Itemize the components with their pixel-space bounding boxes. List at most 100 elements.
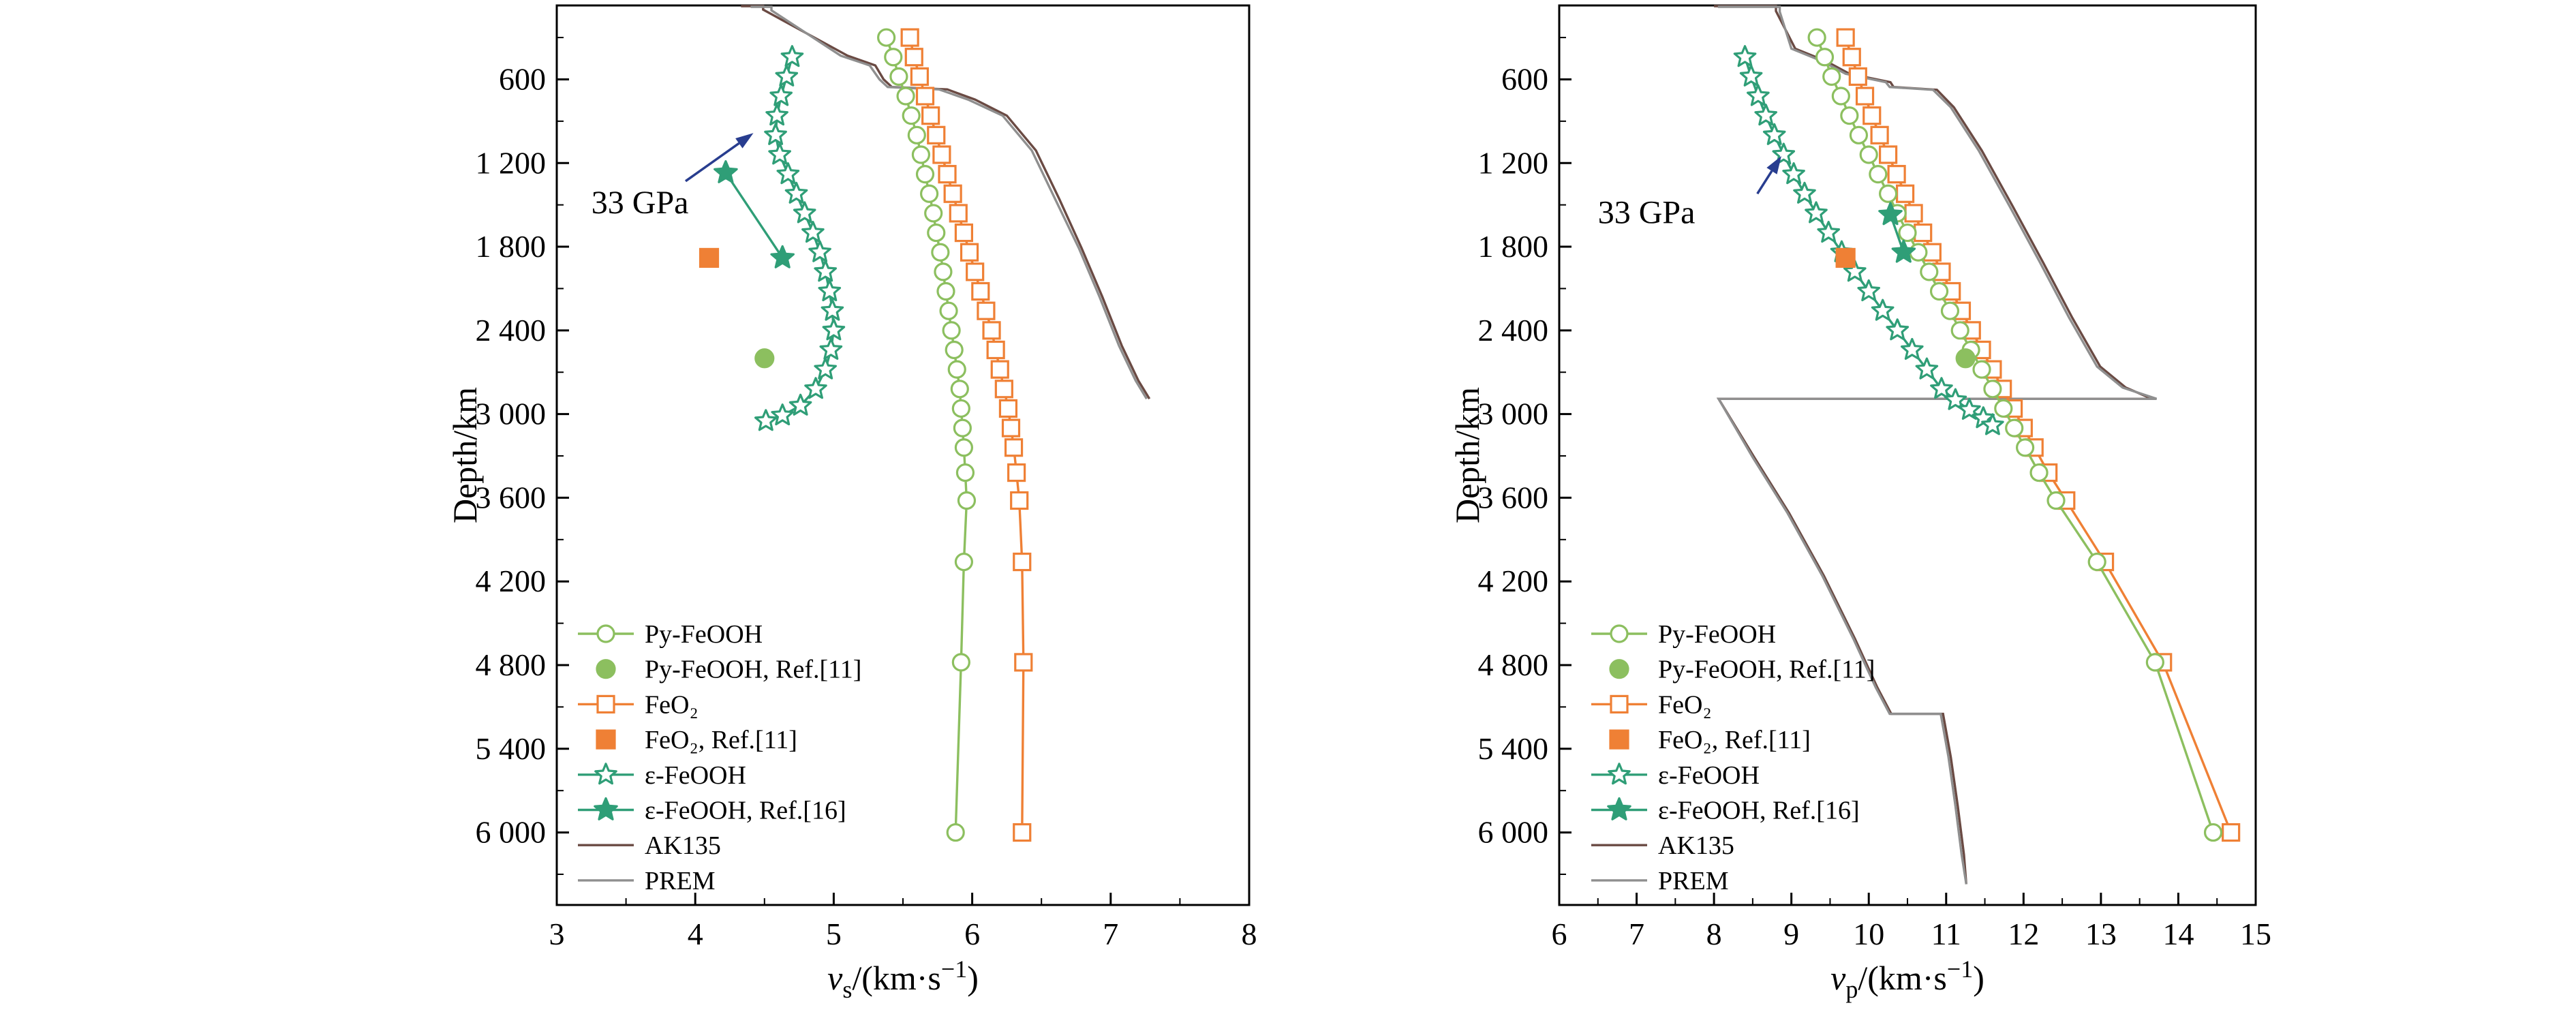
legend-label: Py-FeOOH: [1658, 620, 1776, 649]
legend-item-eps: ε-FeOOH: [1591, 761, 1760, 790]
marker-square-open: [977, 301, 996, 320]
y-tick-label: 5 400: [1478, 731, 1549, 766]
series-prem: [1716, 5, 2158, 885]
marker-circle-open: [954, 438, 974, 457]
marker-circle-open: [1920, 262, 1939, 281]
y-tick-label: 4 800: [1478, 647, 1549, 682]
marker-square-open: [1862, 106, 1882, 125]
marker-circle-open: [907, 125, 926, 144]
marker-circle-open: [2005, 418, 2024, 437]
legend-item-py: Py-FeOOH: [1591, 620, 1776, 649]
panel-vs: 3 4 5 6 7 8 600 1 200 1 800 2 400 3 000 3 600 4 200 4…: [446, 4, 1257, 1003]
marker-star-filled: [1891, 239, 1916, 263]
marker-star-open: [814, 357, 837, 380]
series-py: [1807, 28, 2223, 842]
marker-circle-open: [1610, 624, 1629, 643]
legend-label: AK135: [1658, 831, 1734, 860]
y-tick-label: 6 000: [476, 815, 547, 850]
x-tick-label: 6: [1552, 917, 1567, 951]
marker-circle-open: [1994, 399, 2013, 418]
x-tick-label: 7: [1103, 917, 1118, 951]
marker-square-open: [966, 262, 985, 281]
y-tick-label: 1 200: [476, 145, 547, 180]
marker-square-open: [1842, 48, 1861, 67]
marker-circle-open: [947, 360, 966, 379]
x-tick-label: 6: [964, 917, 980, 951]
marker-square-open: [971, 281, 990, 301]
marker-star-open: [769, 84, 793, 106]
marker-star-open: [808, 240, 831, 262]
marker-star-open: [776, 162, 800, 185]
marker-circle-filled: [754, 348, 775, 369]
marker-square-open: [1904, 204, 1923, 223]
x-tick-label: 3: [549, 917, 565, 951]
y-tick-label: 3 600: [476, 480, 547, 514]
marker-square-open: [927, 125, 946, 144]
marker-star-open: [784, 181, 808, 204]
marker-star-open: [1739, 64, 1763, 87]
marker-circle-open: [1898, 223, 1917, 243]
y-tick-label: 6 000: [1478, 815, 1549, 850]
marker-square-open: [1887, 165, 1906, 184]
marker-star-open: [1843, 260, 1867, 282]
marker-square-open: [910, 67, 929, 86]
x-tick-label: 5: [826, 917, 842, 951]
x-tick-label: 10: [1853, 917, 1884, 951]
series-feo2ref: [1835, 247, 1856, 268]
y-tick-label: 2 400: [1478, 313, 1549, 348]
marker-circle-open: [877, 28, 896, 47]
legend-label: FeO₂: [1658, 690, 1712, 719]
legend-item-ak135: AK135: [578, 831, 721, 860]
marker-circle-open: [931, 243, 950, 262]
marker-circle-open: [2145, 653, 2164, 672]
marker-circle-open: [911, 145, 931, 164]
marker-circle-open: [896, 87, 915, 106]
legend-item-prem: PREM: [1591, 867, 1728, 895]
legend-label: FeO₂: [645, 690, 699, 719]
annotation-text: 33 GPa: [592, 185, 689, 221]
legend-label: Py-FeOOH, Ref.[11]: [645, 656, 861, 684]
marker-star-filled: [770, 245, 795, 268]
marker-square-open: [998, 399, 1018, 418]
marker-star-open: [775, 64, 799, 87]
legend-item-feo2: FeO₂: [1591, 690, 1712, 719]
marker-circle-open: [2046, 491, 2066, 510]
marker-circle-open: [934, 262, 953, 281]
legend-item-feo2: FeO₂: [578, 690, 699, 719]
x-tick-label: 13: [2085, 917, 2117, 951]
marker-star-open: [768, 142, 791, 165]
series-epsref: [1878, 202, 1916, 263]
marker-square-filled: [1609, 729, 1629, 750]
marker-star-open: [1981, 413, 2004, 435]
x-tick-label: 8: [1242, 917, 1257, 951]
marker-star-open: [793, 201, 816, 224]
marker-circle-open: [953, 418, 972, 437]
marker-circle-open: [936, 281, 955, 301]
marker-square-open: [990, 360, 1009, 379]
marker-star-open: [819, 337, 843, 360]
marker-circle-open: [1869, 165, 1888, 184]
marker-star-open: [821, 298, 844, 321]
series-prem: [750, 5, 1148, 400]
marker-square-open: [960, 243, 979, 262]
marker-circle-open: [1859, 145, 1878, 164]
series-epsref: [714, 160, 795, 268]
marker-circle-open: [955, 463, 975, 482]
marker-circle-open: [1983, 380, 2002, 399]
marker-star-open: [788, 393, 812, 416]
x-axis-label: vs/(km·s−1): [827, 955, 979, 1003]
marker-square-open: [986, 340, 1005, 360]
marker-circle-open: [596, 624, 615, 643]
marker-square-open: [904, 48, 923, 67]
marker-square-open: [1001, 418, 1021, 437]
marker-square-open: [1013, 823, 1032, 842]
series-pyref: [1955, 348, 1976, 369]
legend-label: PREM: [645, 867, 715, 895]
legend-item-eps: ε-FeOOH: [578, 761, 746, 790]
y-tick-label: 4 200: [1478, 564, 1549, 598]
marker-square-open: [915, 87, 935, 106]
marker-square-open: [1007, 463, 1026, 482]
series-pyref: [754, 348, 775, 369]
